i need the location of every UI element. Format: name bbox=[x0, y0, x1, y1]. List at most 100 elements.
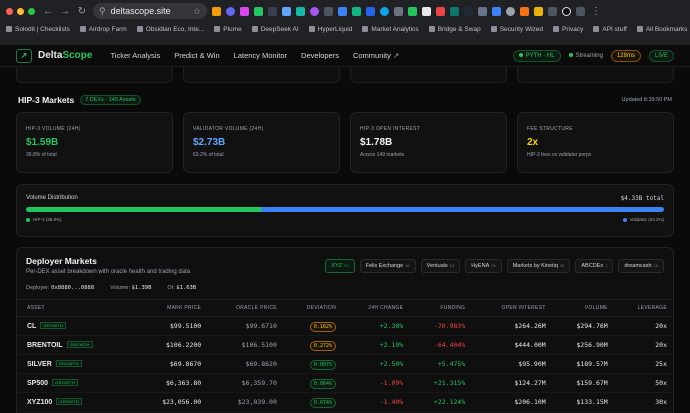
deviation-badge: 0.064% bbox=[309, 379, 336, 389]
menu-dots-icon[interactable]: ⋮ bbox=[591, 5, 601, 17]
bookmark-item[interactable]: Solodit | Checklists bbox=[6, 26, 70, 33]
nav-ticker-analysis[interactable]: Ticker Analysis bbox=[110, 51, 161, 60]
tab-icon[interactable] bbox=[436, 6, 445, 16]
close-window-button[interactable] bbox=[6, 7, 13, 15]
nav-community[interactable]: Community ↗ bbox=[353, 51, 399, 60]
all-bookmarks-button[interactable]: All Bookmarks bbox=[636, 26, 687, 33]
tab-icon[interactable] bbox=[310, 6, 319, 16]
bookmark-item[interactable]: Obsidian Eco, Inte... bbox=[136, 26, 204, 33]
table-header-row: ASSET MARK PRICE ORACLE PRICE DEVIATION … bbox=[17, 299, 673, 317]
tab-icon[interactable] bbox=[240, 6, 249, 16]
dex-tab-dreamcash[interactable]: dreamcash 16 bbox=[618, 259, 664, 273]
dex-tab-abcdex[interactable]: ABCDEx 1 bbox=[575, 259, 614, 273]
tab-icon[interactable] bbox=[366, 6, 375, 16]
dex-tab-label: ABCDEx bbox=[581, 263, 604, 269]
bookmark-item[interactable]: Bridge & Swap bbox=[428, 26, 481, 33]
profile-avatar[interactable] bbox=[562, 6, 571, 16]
deviation-badge: 0.272% bbox=[309, 341, 336, 351]
col-asset[interactable]: ASSET bbox=[17, 299, 134, 317]
forward-icon[interactable]: → bbox=[60, 5, 70, 17]
leverage: 25x bbox=[613, 354, 673, 374]
extensions-icon[interactable] bbox=[576, 6, 585, 16]
leverage: 50x bbox=[613, 373, 673, 393]
table-row[interactable]: BRENTOIL GROWTH $106.2200 $106.5100 0.272… bbox=[17, 335, 673, 355]
open-interest: $124.27M bbox=[471, 373, 552, 393]
col-leverage[interactable]: LEVERAGE bbox=[613, 299, 673, 317]
asset-cell: SILVER GROWTH bbox=[17, 354, 134, 374]
tab-icon[interactable] bbox=[548, 6, 557, 16]
tab-icon[interactable] bbox=[534, 6, 543, 16]
tab-icon[interactable] bbox=[492, 6, 501, 16]
markets-table: ASSET MARK PRICE ORACLE PRICE DEVIATION … bbox=[17, 299, 673, 412]
tab-icon[interactable] bbox=[464, 6, 473, 16]
stat-card-hip3-volume: HIP-3 VOLUME (24H) $1.59B 36.8% of total bbox=[16, 112, 173, 173]
tab-icon[interactable] bbox=[394, 6, 403, 16]
tab-icon[interactable] bbox=[520, 6, 529, 16]
tab-icon[interactable] bbox=[422, 6, 431, 16]
tab-icon[interactable] bbox=[226, 6, 235, 16]
tab-icon[interactable] bbox=[506, 6, 515, 16]
meta-label: Deployer: bbox=[26, 285, 50, 291]
tab-icon[interactable] bbox=[478, 6, 487, 16]
meta-value: 0x8880...0888 bbox=[51, 285, 95, 291]
col-mark-price[interactable]: MARK PRICE bbox=[133, 299, 208, 317]
dex-tab-count: 16 bbox=[405, 263, 410, 268]
col-24h-change[interactable]: 24H CHANGE bbox=[341, 299, 410, 317]
minimize-window-button[interactable] bbox=[17, 7, 24, 15]
dex-tab-ventuals[interactable]: Ventuals 13 bbox=[420, 259, 461, 273]
oracle-price: $99.6710 bbox=[207, 316, 283, 336]
brand-logo[interactable]: ↗ DeltaScope bbox=[16, 48, 92, 63]
bookmark-item[interactable]: Airdrop Farm bbox=[79, 26, 127, 33]
dex-tab-count: 16 bbox=[653, 263, 658, 268]
tab-icon[interactable] bbox=[450, 6, 459, 16]
dex-tab-xyz[interactable]: XYZ 55 bbox=[325, 259, 355, 273]
col-oracle-price[interactable]: ORACLE PRICE bbox=[207, 299, 283, 317]
growth-badge: GROWTH bbox=[56, 398, 83, 406]
bookmark-item[interactable]: Plume bbox=[214, 26, 242, 33]
nav-predict-win[interactable]: Predict & Win bbox=[174, 51, 220, 60]
nav-latency-monitor[interactable]: Latency Monitor bbox=[233, 51, 288, 60]
tab-icon[interactable] bbox=[380, 6, 389, 16]
dex-tab-felix[interactable]: Felix Exchange 16 bbox=[359, 259, 416, 273]
mark-price: $23,056.00 bbox=[133, 392, 208, 412]
bookmark-item[interactable]: DeepSeek AI bbox=[251, 26, 299, 33]
col-volume[interactable]: VOLUME bbox=[551, 299, 614, 317]
tab-icon[interactable] bbox=[338, 6, 347, 16]
dex-tab-kinetiq[interactable]: Markets by Kinetiq 23 bbox=[506, 259, 571, 273]
bookmark-item[interactable]: Market Analytics bbox=[362, 26, 419, 33]
asset-name: XYZ100 bbox=[27, 398, 53, 406]
back-icon[interactable]: ← bbox=[43, 5, 53, 17]
address-bar[interactable]: ⚲ deltascope.site ☆ bbox=[93, 3, 207, 19]
stat-label: VALIDATOR VOLUME (24H) bbox=[193, 126, 264, 132]
tab-icon[interactable] bbox=[296, 6, 305, 16]
site-info-icon[interactable]: ⚲ bbox=[99, 5, 106, 16]
nav-developers[interactable]: Developers bbox=[301, 51, 339, 60]
dex-tab-label: Markets by Kinetiq bbox=[512, 263, 558, 269]
col-deviation[interactable]: DEVIATION bbox=[282, 299, 342, 317]
bookmark-item[interactable]: HyperLiquid bbox=[308, 26, 352, 33]
bookmark-item[interactable]: API stuff bbox=[593, 26, 627, 33]
bookmark-item[interactable]: Privacy bbox=[553, 26, 583, 33]
tab-icon[interactable] bbox=[212, 6, 221, 16]
maximize-window-button[interactable] bbox=[28, 7, 35, 15]
tab-icon[interactable] bbox=[352, 6, 361, 16]
table-row[interactable]: CL GROWTH $99.5100 $99.6710 0.162% +2.30%… bbox=[17, 316, 673, 336]
tab-icon[interactable] bbox=[254, 6, 263, 16]
dex-tab-count: 1 bbox=[605, 263, 608, 268]
tab-icon[interactable] bbox=[324, 6, 333, 16]
tab-icon[interactable] bbox=[268, 6, 277, 16]
table-row[interactable]: XYZ100 GROWTH $23,056.00 $23,039.00 0.074… bbox=[17, 392, 673, 412]
reload-icon[interactable]: ↻ bbox=[77, 5, 87, 17]
tab-icon[interactable] bbox=[282, 6, 291, 16]
table-row[interactable]: SILVER GROWTH $69.8670 $69.8620 0.007% +2… bbox=[17, 354, 673, 374]
bookmark-star-icon[interactable]: ☆ bbox=[192, 5, 201, 16]
table-row[interactable]: SP500 GROWTH $6,363.80 $6,359.70 0.064% -… bbox=[17, 373, 673, 393]
tab-icon[interactable] bbox=[408, 6, 417, 16]
leverage: 20x bbox=[613, 335, 673, 355]
deployer-address: Deployer: 0x8880...0888 bbox=[26, 285, 94, 291]
mark-price: $69.8670 bbox=[133, 354, 208, 374]
col-funding[interactable]: FUNDING bbox=[409, 299, 472, 317]
dex-tab-hyena[interactable]: HyENA 26 bbox=[465, 259, 502, 273]
bookmark-item[interactable]: Security Wized bbox=[490, 26, 543, 33]
col-open-interest[interactable]: OPEN INTEREST bbox=[471, 299, 552, 317]
